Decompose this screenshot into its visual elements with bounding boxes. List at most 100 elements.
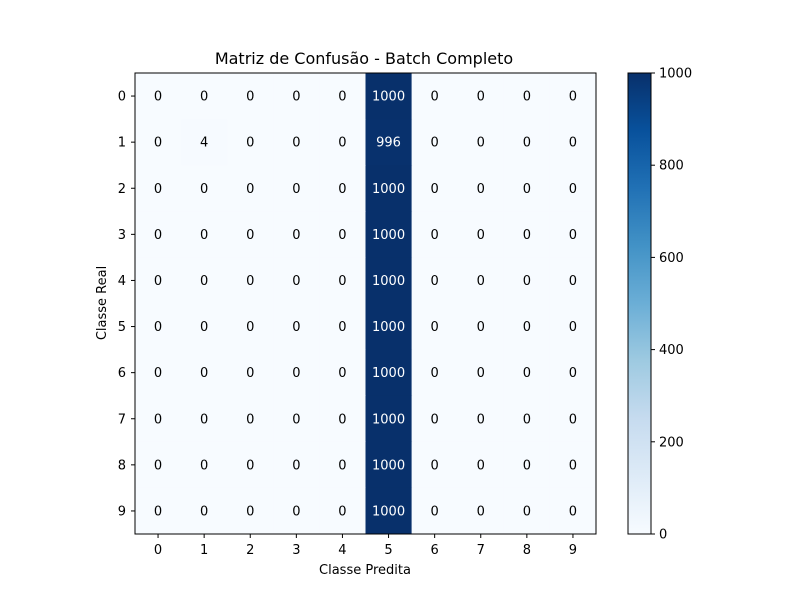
heatmap-cell-3-4 bbox=[319, 211, 366, 258]
cell-value-7-3: 0 bbox=[292, 412, 300, 427]
heatmap-cell-0-7 bbox=[457, 73, 505, 120]
cell-value-9-2: 0 bbox=[246, 504, 254, 519]
heatmap-cell-6-4 bbox=[319, 349, 366, 397]
heatmap-cell-7-0 bbox=[135, 395, 182, 443]
heatmap-cell-8-4 bbox=[319, 441, 366, 489]
cell-value-0-3: 0 bbox=[292, 90, 300, 105]
cell-value-8-7: 0 bbox=[477, 458, 485, 473]
heatmap-cell-3-8 bbox=[503, 211, 551, 258]
cell-value-8-1: 0 bbox=[200, 458, 208, 473]
x-tick-label: 8 bbox=[523, 543, 531, 558]
heatmap-cell-7-2 bbox=[227, 395, 274, 443]
heatmap-cell-9-1 bbox=[181, 487, 228, 535]
heatmap-cell-3-3 bbox=[273, 211, 320, 258]
heatmap-cell-1-1 bbox=[181, 119, 228, 166]
cell-value-3-5: 1000 bbox=[372, 228, 405, 243]
cell-value-9-8: 0 bbox=[523, 504, 531, 519]
plot-frame bbox=[134, 72, 597, 535]
cell-value-9-3: 0 bbox=[292, 504, 300, 519]
heatmap-cell-0-2 bbox=[227, 73, 274, 120]
chart-title: Matriz de Confusão - Batch Completo bbox=[215, 49, 513, 68]
cell-value-5-8: 0 bbox=[523, 320, 531, 335]
heatmap-cell-4-9 bbox=[549, 257, 597, 304]
heatmap-cell-4-1 bbox=[181, 257, 228, 304]
heatmap-cell-8-8 bbox=[503, 441, 551, 489]
heatmap-cell-6-9 bbox=[549, 349, 597, 397]
cell-value-6-6: 0 bbox=[431, 366, 439, 381]
colorbar-ticks: 0 200 400 600 800 1000 bbox=[651, 67, 692, 543]
cell-value-8-2: 0 bbox=[246, 458, 254, 473]
cell-value-3-8: 0 bbox=[523, 228, 531, 243]
heatmap-cell-0-1 bbox=[181, 73, 228, 120]
heatmap-cell-1-0 bbox=[135, 119, 182, 166]
heatmap-cell-6-8 bbox=[503, 349, 551, 397]
y-axis-label: Classe Real bbox=[95, 266, 110, 340]
colorbar-tick-label: 400 bbox=[659, 343, 684, 358]
heatmap-cell-5-1 bbox=[181, 303, 228, 351]
cell-value-7-2: 0 bbox=[246, 412, 254, 427]
heatmap-cell-2-5 bbox=[365, 165, 413, 212]
cell-value-6-0: 0 bbox=[154, 366, 162, 381]
heatmap-cell-9-2 bbox=[227, 487, 274, 535]
cell-value-7-4: 0 bbox=[338, 412, 346, 427]
cell-value-3-2: 0 bbox=[246, 228, 254, 243]
x-tick-label: 1 bbox=[200, 543, 208, 558]
heatmap-cell-4-0 bbox=[135, 257, 182, 304]
y-axis-ticks: 0 1 2 3 4 5 6 7 8 9 bbox=[118, 90, 135, 519]
heatmap-cell-4-4 bbox=[319, 257, 366, 304]
heatmap-cell-3-5 bbox=[365, 211, 413, 258]
cell-value-5-7: 0 bbox=[477, 320, 485, 335]
cell-value-0-6: 0 bbox=[431, 90, 439, 105]
cell-value-1-1: 4 bbox=[200, 136, 208, 151]
cell-value-0-7: 0 bbox=[477, 90, 485, 105]
heatmap-cell-3-0 bbox=[135, 211, 182, 258]
heatmap-cell-6-2 bbox=[227, 349, 274, 397]
cell-value-7-6: 0 bbox=[431, 412, 439, 427]
cell-value-9-1: 0 bbox=[200, 504, 208, 519]
x-tick-label: 5 bbox=[384, 543, 392, 558]
heatmap-cell-5-9 bbox=[549, 303, 597, 351]
cell-value-8-6: 0 bbox=[431, 458, 439, 473]
heatmap-cell-1-3 bbox=[273, 119, 320, 166]
heatmap-cell-9-7 bbox=[457, 487, 505, 535]
cell-value-0-8: 0 bbox=[523, 90, 531, 105]
heatmap-cell-0-0 bbox=[135, 73, 182, 120]
heatmap-cell-9-3 bbox=[273, 487, 320, 535]
heatmap-cell-8-5 bbox=[365, 441, 413, 489]
cell-value-9-4: 0 bbox=[338, 504, 346, 519]
cell-value-9-9: 0 bbox=[569, 504, 577, 519]
heatmap-cell-1-8 bbox=[503, 119, 551, 166]
heatmap-cell-4-7 bbox=[457, 257, 505, 304]
cell-value-5-5: 1000 bbox=[372, 320, 405, 335]
heatmap-cell-2-2 bbox=[227, 165, 274, 212]
y-tick-label: 1 bbox=[118, 136, 126, 151]
cell-value-2-0: 0 bbox=[154, 182, 162, 197]
y-tick-label: 9 bbox=[118, 504, 126, 519]
cell-value-0-4: 0 bbox=[338, 90, 346, 105]
cell-value-2-8: 0 bbox=[523, 182, 531, 197]
x-tick-label: 3 bbox=[292, 543, 300, 558]
cell-value-4-1: 0 bbox=[200, 274, 208, 289]
heatmap-cell-9-9 bbox=[549, 487, 597, 535]
cell-value-2-5: 1000 bbox=[372, 182, 405, 197]
cell-labels: 0 0 0 0 0 1000 0 0 0 0 0 4 0 0 0 996 0 0 0 0 0 0 0 0 0 1000 0 0 0 0 0 0… bbox=[154, 90, 577, 520]
cell-value-2-1: 0 bbox=[200, 182, 208, 197]
cell-value-2-9: 0 bbox=[569, 182, 577, 197]
heatmap-cell-3-1 bbox=[181, 211, 228, 258]
cell-value-0-2: 0 bbox=[246, 90, 254, 105]
heatmap-cell-3-7 bbox=[457, 211, 505, 258]
colorbar bbox=[627, 72, 652, 535]
heatmap-cell-0-3 bbox=[273, 73, 320, 120]
x-tick-label: 2 bbox=[246, 543, 254, 558]
cell-value-6-4: 0 bbox=[338, 366, 346, 381]
cell-value-9-6: 0 bbox=[431, 504, 439, 519]
heatmap-cell-9-8 bbox=[503, 487, 551, 535]
heatmap-cell-5-5 bbox=[365, 303, 413, 351]
cell-value-0-5: 1000 bbox=[372, 90, 405, 105]
colorbar-tick-label: 800 bbox=[659, 159, 684, 174]
heatmap-cell-5-2 bbox=[227, 303, 274, 351]
heatmap-cell-7-5 bbox=[365, 395, 413, 443]
cell-value-4-8: 0 bbox=[523, 274, 531, 289]
heatmap-cell-9-4 bbox=[319, 487, 366, 535]
heatmap-cell-4-6 bbox=[411, 257, 459, 304]
